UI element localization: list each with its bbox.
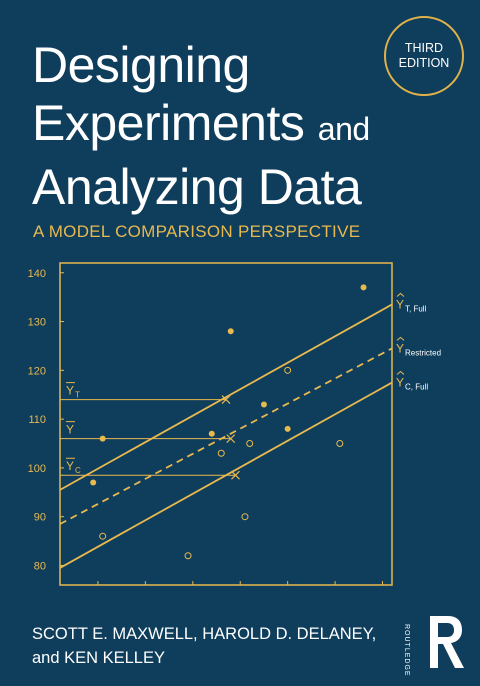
- y-tick-label: 90: [34, 512, 46, 524]
- edition-line-2: EDITION: [398, 56, 450, 70]
- regression-line: [59, 303, 393, 491]
- y-tick-label: 110: [28, 414, 46, 426]
- mean-line-label: Y: [66, 423, 74, 437]
- y-tick-label: 140: [28, 268, 46, 280]
- regression-line: [59, 347, 393, 525]
- y-tick-label: 120: [28, 365, 46, 377]
- open-point: [336, 440, 344, 448]
- open-point: [184, 552, 192, 560]
- routledge-r-logo: [430, 616, 464, 668]
- hat-symbol: [396, 336, 405, 341]
- open-point: [217, 449, 225, 457]
- title-line-2-and: and: [317, 111, 370, 147]
- hat-symbol: [396, 370, 405, 375]
- y-tick-label: 80: [34, 560, 46, 572]
- filled-point: [360, 284, 367, 291]
- authors-line-1: SCOTT E. MAXWELL, HAROLD D. DELANEY,: [32, 625, 377, 643]
- open-point: [284, 366, 292, 374]
- title-line-1: Designing: [32, 37, 250, 93]
- regression-line-sublabel: Restricted: [405, 348, 441, 357]
- title-line-3: Analyzing Data: [32, 159, 362, 215]
- y-axis-ticks: 80 90 100 110 120 130 140: [28, 268, 64, 572]
- edition-badge: THIRD EDITION: [384, 16, 464, 96]
- filled-point: [208, 430, 215, 437]
- authors-line-2: and KEN KELLEY: [32, 649, 165, 667]
- authors: SCOTT E. MAXWELL, HAROLD D. DELANEY, and…: [32, 622, 376, 670]
- open-point: [99, 532, 107, 540]
- x-axis-ticks: 60708090100110120: [97, 581, 384, 585]
- mean-cross-marker: [231, 470, 240, 480]
- regression-line-label: Y: [396, 376, 404, 390]
- publisher-name: ROUTLEDGE: [403, 624, 410, 677]
- y-tick-label: 130: [28, 317, 46, 329]
- title-line-2: Experiments: [32, 95, 305, 151]
- open-point: [246, 440, 254, 448]
- filled-point: [284, 425, 291, 432]
- data-points: [90, 284, 367, 560]
- mean-cross-marker: [221, 395, 231, 405]
- mean-line-sublabel: T: [75, 391, 80, 400]
- mean-line-sublabel: C: [75, 466, 81, 475]
- mean-line-label: Y: [66, 459, 74, 473]
- regression-line-sublabel: C, Full: [405, 383, 428, 392]
- y-tick-label: 100: [28, 463, 46, 475]
- plot-frame: [59, 262, 393, 586]
- filled-point: [260, 401, 267, 408]
- book-title: Designing Experiments and Analyzing Data: [32, 36, 392, 216]
- open-point: [241, 513, 249, 521]
- regression-line-label: Y: [396, 297, 404, 311]
- mean-cross-marker: [226, 434, 236, 444]
- mean-lines: Y TYY C: [60, 382, 240, 480]
- filled-point: [90, 479, 97, 486]
- mean-line-label: Y: [66, 384, 74, 398]
- hat-symbol: [396, 292, 405, 297]
- edition-line-1: THIRD: [404, 41, 444, 55]
- regression-line: [59, 381, 393, 569]
- filled-point: [227, 328, 234, 335]
- book-subtitle: A MODEL COMPARISON PERSPECTIVE: [33, 222, 361, 241]
- regression-line-sublabel: T, Full: [405, 304, 427, 313]
- regression-line-label: Y: [396, 341, 404, 355]
- filled-point: [99, 435, 106, 442]
